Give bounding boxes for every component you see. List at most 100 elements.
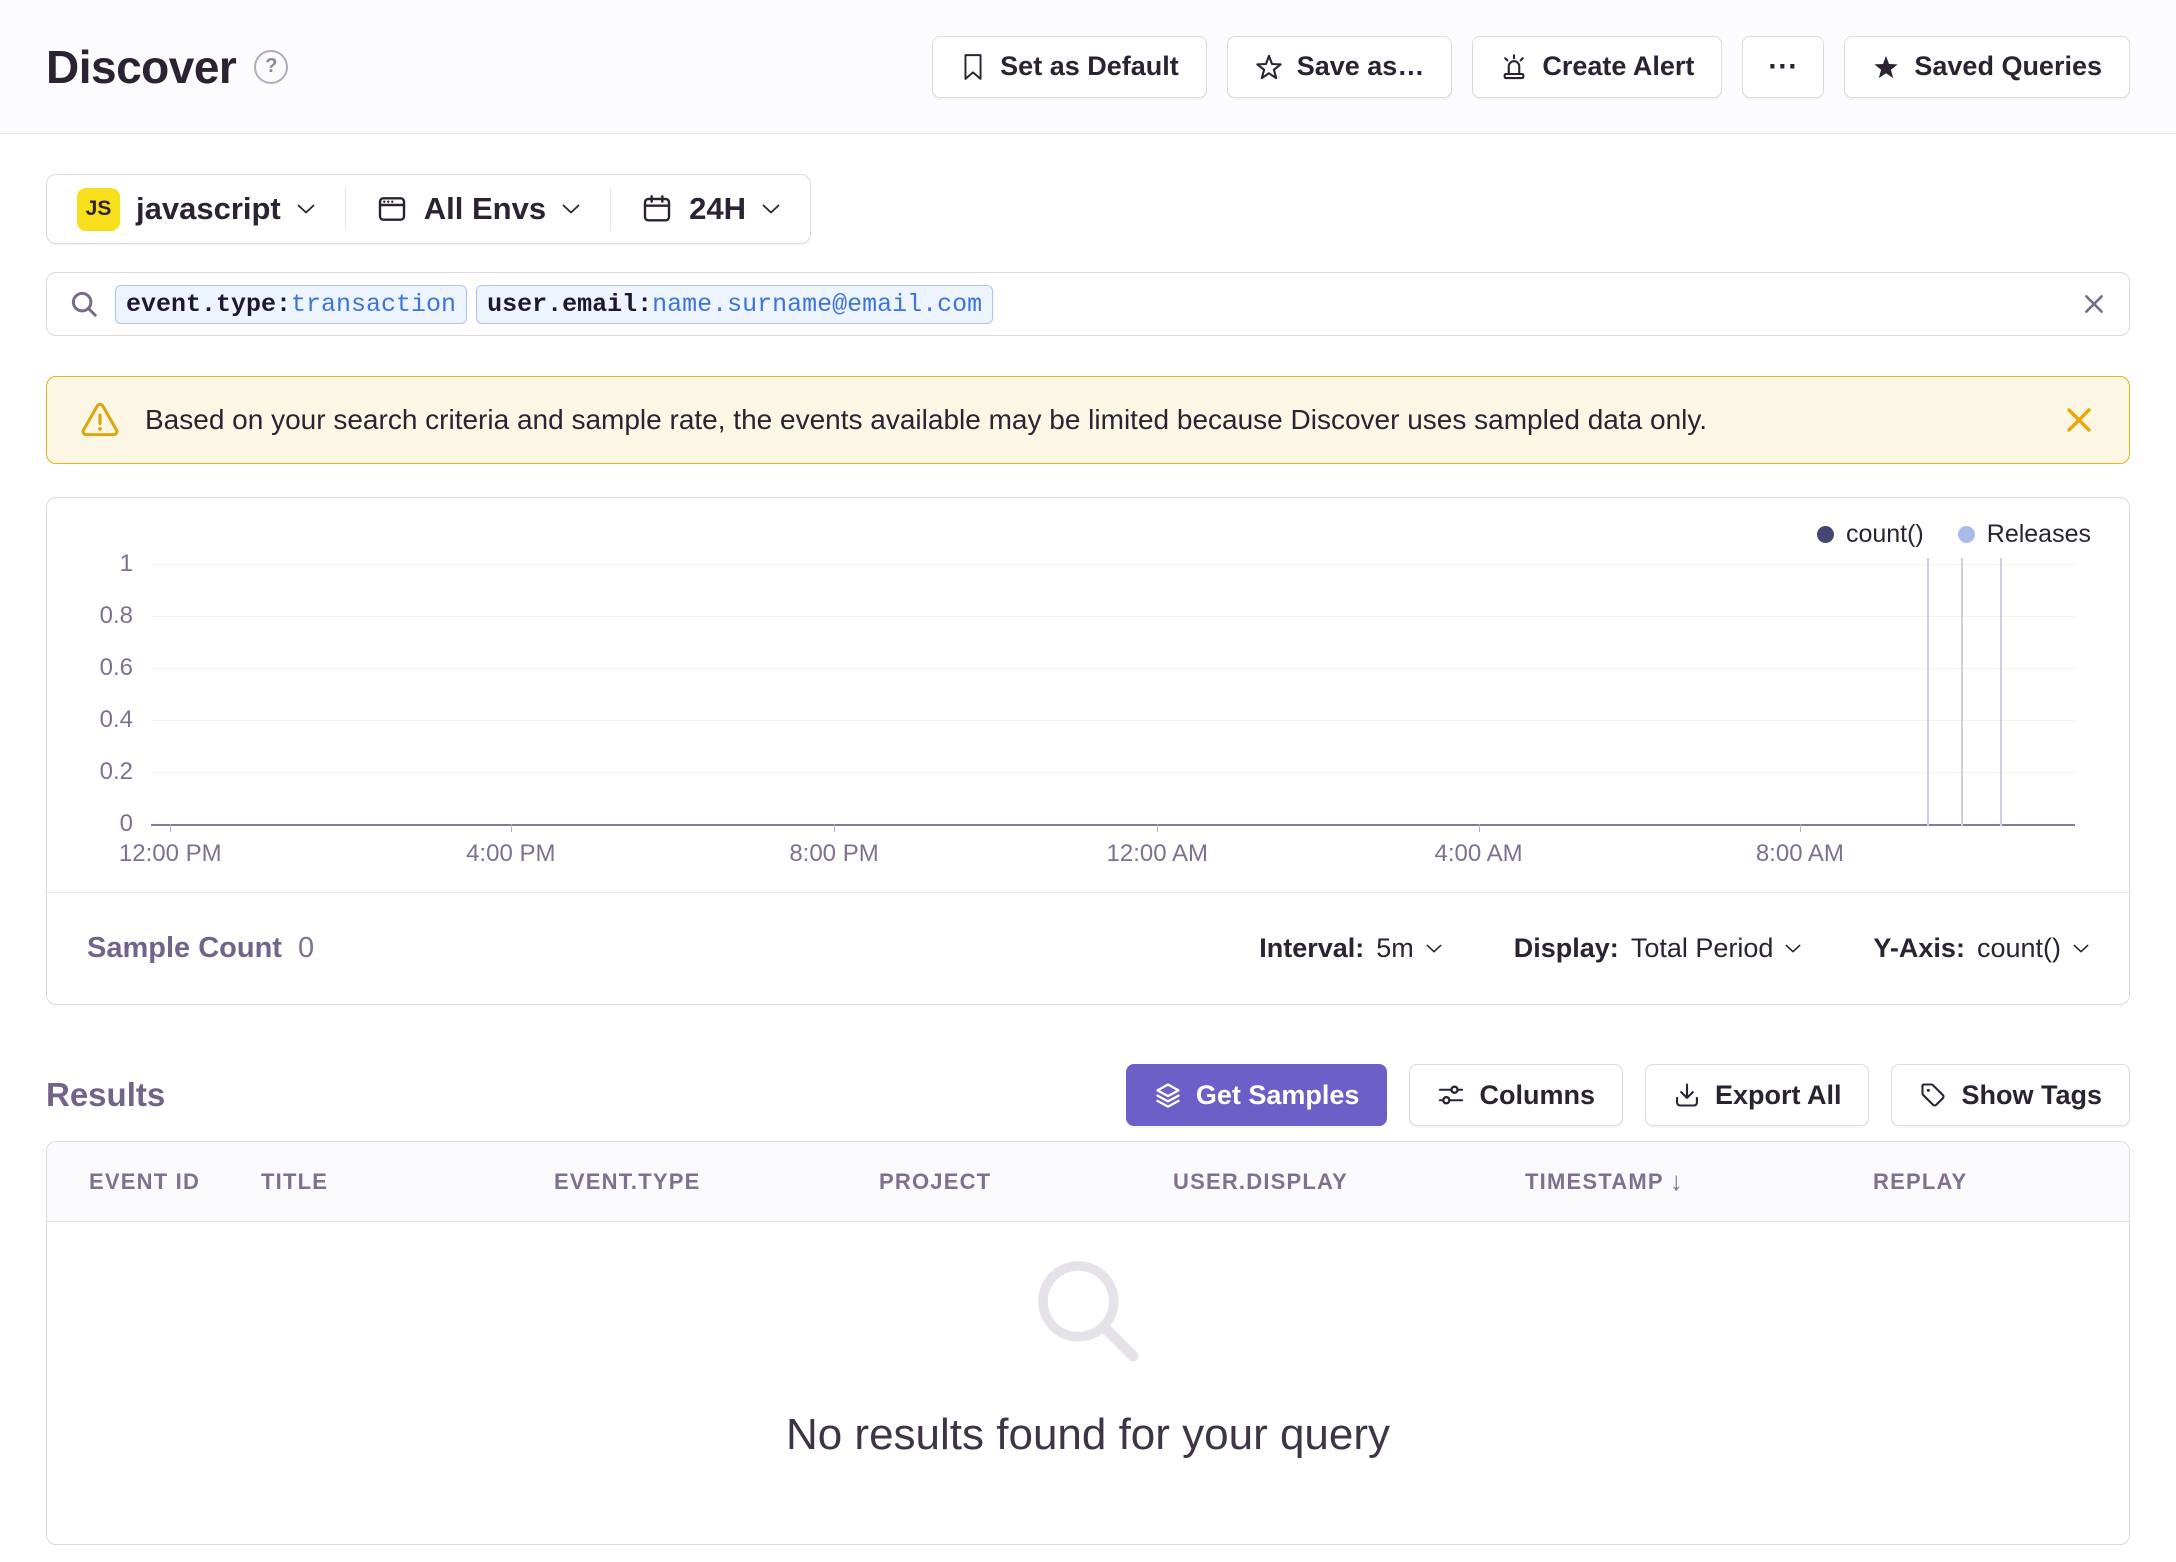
- results-heading: Results: [46, 1076, 166, 1113]
- javascript-platform-icon: JS: [77, 187, 120, 231]
- search-input[interactable]: event.type:transaction user.email:name.s…: [46, 272, 2130, 336]
- bookmark-icon: [960, 53, 986, 81]
- release-marker-line: [1961, 558, 1964, 826]
- show-tags-button[interactable]: Show Tags: [1891, 1064, 2130, 1126]
- column-header-user-display[interactable]: User.Display: [1173, 1169, 1525, 1195]
- x-axis-tick-label: 8:00 PM: [789, 840, 879, 867]
- x-axis-tick-label: 4:00 PM: [466, 840, 556, 867]
- sort-desc-icon: ↓: [1669, 1166, 1684, 1196]
- x-axis-tick-mark: [1157, 824, 1159, 832]
- table-header-row: Event ID Title Event.Type Project User.D…: [47, 1142, 2129, 1222]
- set-as-default-button[interactable]: Set as Default: [932, 35, 1207, 98]
- filter-divider: [610, 188, 612, 230]
- y-axis-tick-label: 0.6: [99, 654, 133, 681]
- plot-area[interactable]: 1 0.8 0.6 0.4 0.2 0 12:00 PM 4:00 PM 8:00 PM 12:0…: [100, 550, 2075, 867]
- page-filter-bar: JS javascript All Envs: [46, 174, 811, 244]
- column-label: User.Display: [1173, 1168, 1348, 1194]
- token-value: name.surname@email.com: [652, 289, 983, 319]
- column-header-title[interactable]: Title: [261, 1169, 554, 1195]
- table-empty-state: No results found for your query: [47, 1222, 2129, 1544]
- y-axis-tick-label: 0.2: [99, 758, 133, 785]
- project-filter-label: javascript: [136, 191, 281, 226]
- search-token[interactable]: event.type:transaction: [115, 284, 468, 324]
- button-label: Save as…: [1296, 51, 1425, 81]
- environment-filter-dropdown[interactable]: All Envs: [346, 175, 610, 243]
- export-all-button[interactable]: Export All: [1644, 1064, 1870, 1126]
- help-icon[interactable]: ?: [254, 49, 289, 84]
- column-label: Event.Type: [554, 1168, 701, 1194]
- chevron-down-icon: [562, 204, 580, 215]
- chevron-down-icon: [762, 204, 780, 215]
- clear-search-icon[interactable]: [2081, 291, 2107, 317]
- x-axis-tick-label: 12:00 PM: [118, 840, 222, 867]
- legend-item-releases[interactable]: Releases: [1957, 520, 2091, 549]
- y-gridline: [151, 616, 2075, 617]
- empty-state-message: No results found for your query: [785, 1410, 1391, 1459]
- window-icon: [376, 193, 408, 225]
- sliders-icon: [1437, 1081, 1465, 1109]
- results-buttons: Get Samples Columns: [1125, 1064, 2130, 1126]
- save-as-button[interactable]: Save as…: [1226, 35, 1453, 98]
- search-query-tokens: event.type:transaction user.email:name.s…: [115, 284, 2065, 324]
- column-header-event-id[interactable]: Event ID: [89, 1169, 261, 1195]
- column-label: Event ID: [89, 1168, 201, 1194]
- chevron-down-icon: [297, 204, 315, 215]
- y-gridline: [151, 668, 2075, 669]
- y-gridline: [151, 720, 2075, 721]
- interval-dropdown[interactable]: Interval: 5m: [1259, 933, 1442, 964]
- button-label: Get Samples: [1195, 1079, 1360, 1110]
- column-header-timestamp[interactable]: Timestamp ↓: [1525, 1166, 1873, 1197]
- button-label: Export All: [1714, 1079, 1842, 1110]
- tag-icon: [1919, 1081, 1947, 1109]
- star-filled-icon: [1872, 53, 1900, 81]
- main-content: JS javascript All Envs: [0, 134, 2176, 1545]
- button-label: Show Tags: [1961, 1079, 2102, 1110]
- date-range-label: 24H: [689, 191, 746, 226]
- control-label: Interval:: [1259, 933, 1365, 963]
- token-key: user.email:: [487, 289, 653, 319]
- button-label: Columns: [1479, 1079, 1595, 1110]
- search-icon: [69, 289, 99, 319]
- top-bar: Discover ? Set as Default Save as…: [0, 0, 2176, 134]
- y-gridline: [151, 564, 2075, 565]
- dismiss-banner-icon[interactable]: [2063, 404, 2095, 436]
- legend-label: Releases: [1986, 520, 2091, 548]
- banner-text: Based on your search criteria and sample…: [145, 404, 1708, 435]
- results-toolbar: Results Get Samples: [46, 1063, 2130, 1127]
- legend-item-count[interactable]: count(): [1816, 520, 1924, 549]
- columns-button[interactable]: Columns: [1409, 1064, 1623, 1126]
- release-marker-line: [1926, 558, 1929, 826]
- column-label: Replay: [1873, 1168, 1968, 1194]
- search-token[interactable]: user.email:name.surname@email.com: [476, 284, 994, 324]
- token-key: event.type:: [126, 289, 292, 319]
- column-header-project[interactable]: Project: [879, 1169, 1173, 1195]
- download-icon: [1673, 1081, 1701, 1109]
- x-axis-tick-label: 12:00 AM: [1106, 840, 1208, 867]
- page-title: Discover: [46, 40, 237, 93]
- create-alert-button[interactable]: Create Alert: [1472, 35, 1723, 98]
- project-filter-dropdown[interactable]: JS javascript: [47, 175, 345, 243]
- more-options-button[interactable]: ⋯: [1742, 35, 1825, 98]
- get-samples-button[interactable]: Get Samples: [1125, 1064, 1388, 1126]
- chevron-down-icon: [1426, 944, 1442, 954]
- control-value: 5m: [1376, 933, 1414, 963]
- header-actions: Set as Default Save as… Create Alert ⋯: [932, 35, 2130, 98]
- sample-count: Sample Count 0: [87, 932, 314, 965]
- x-axis-tick-mark: [1799, 824, 1801, 832]
- y-axis-tick-label: 0: [119, 810, 133, 837]
- y-axis-tick-label: 0.4: [99, 706, 133, 733]
- x-axis-tick-label: 4:00 AM: [1434, 840, 1523, 867]
- y-axis-dropdown[interactable]: Y-Axis: count(): [1873, 933, 2089, 964]
- saved-queries-button[interactable]: Saved Queries: [1844, 35, 2130, 98]
- display-dropdown[interactable]: Display: Total Period: [1514, 933, 1802, 964]
- y-axis-tick-label: 0.8: [99, 602, 133, 629]
- title-wrap: Discover ?: [46, 40, 289, 94]
- x-axis-tick-mark: [1478, 824, 1480, 832]
- x-axis-tick-mark: [170, 824, 172, 832]
- x-axis-tick-mark: [834, 824, 836, 832]
- column-label: Project: [879, 1168, 992, 1194]
- control-value: count(): [1976, 933, 2061, 963]
- column-header-event-type[interactable]: Event.Type: [554, 1169, 879, 1195]
- column-header-replay[interactable]: Replay: [1873, 1169, 2129, 1195]
- date-range-dropdown[interactable]: 24H: [611, 175, 810, 243]
